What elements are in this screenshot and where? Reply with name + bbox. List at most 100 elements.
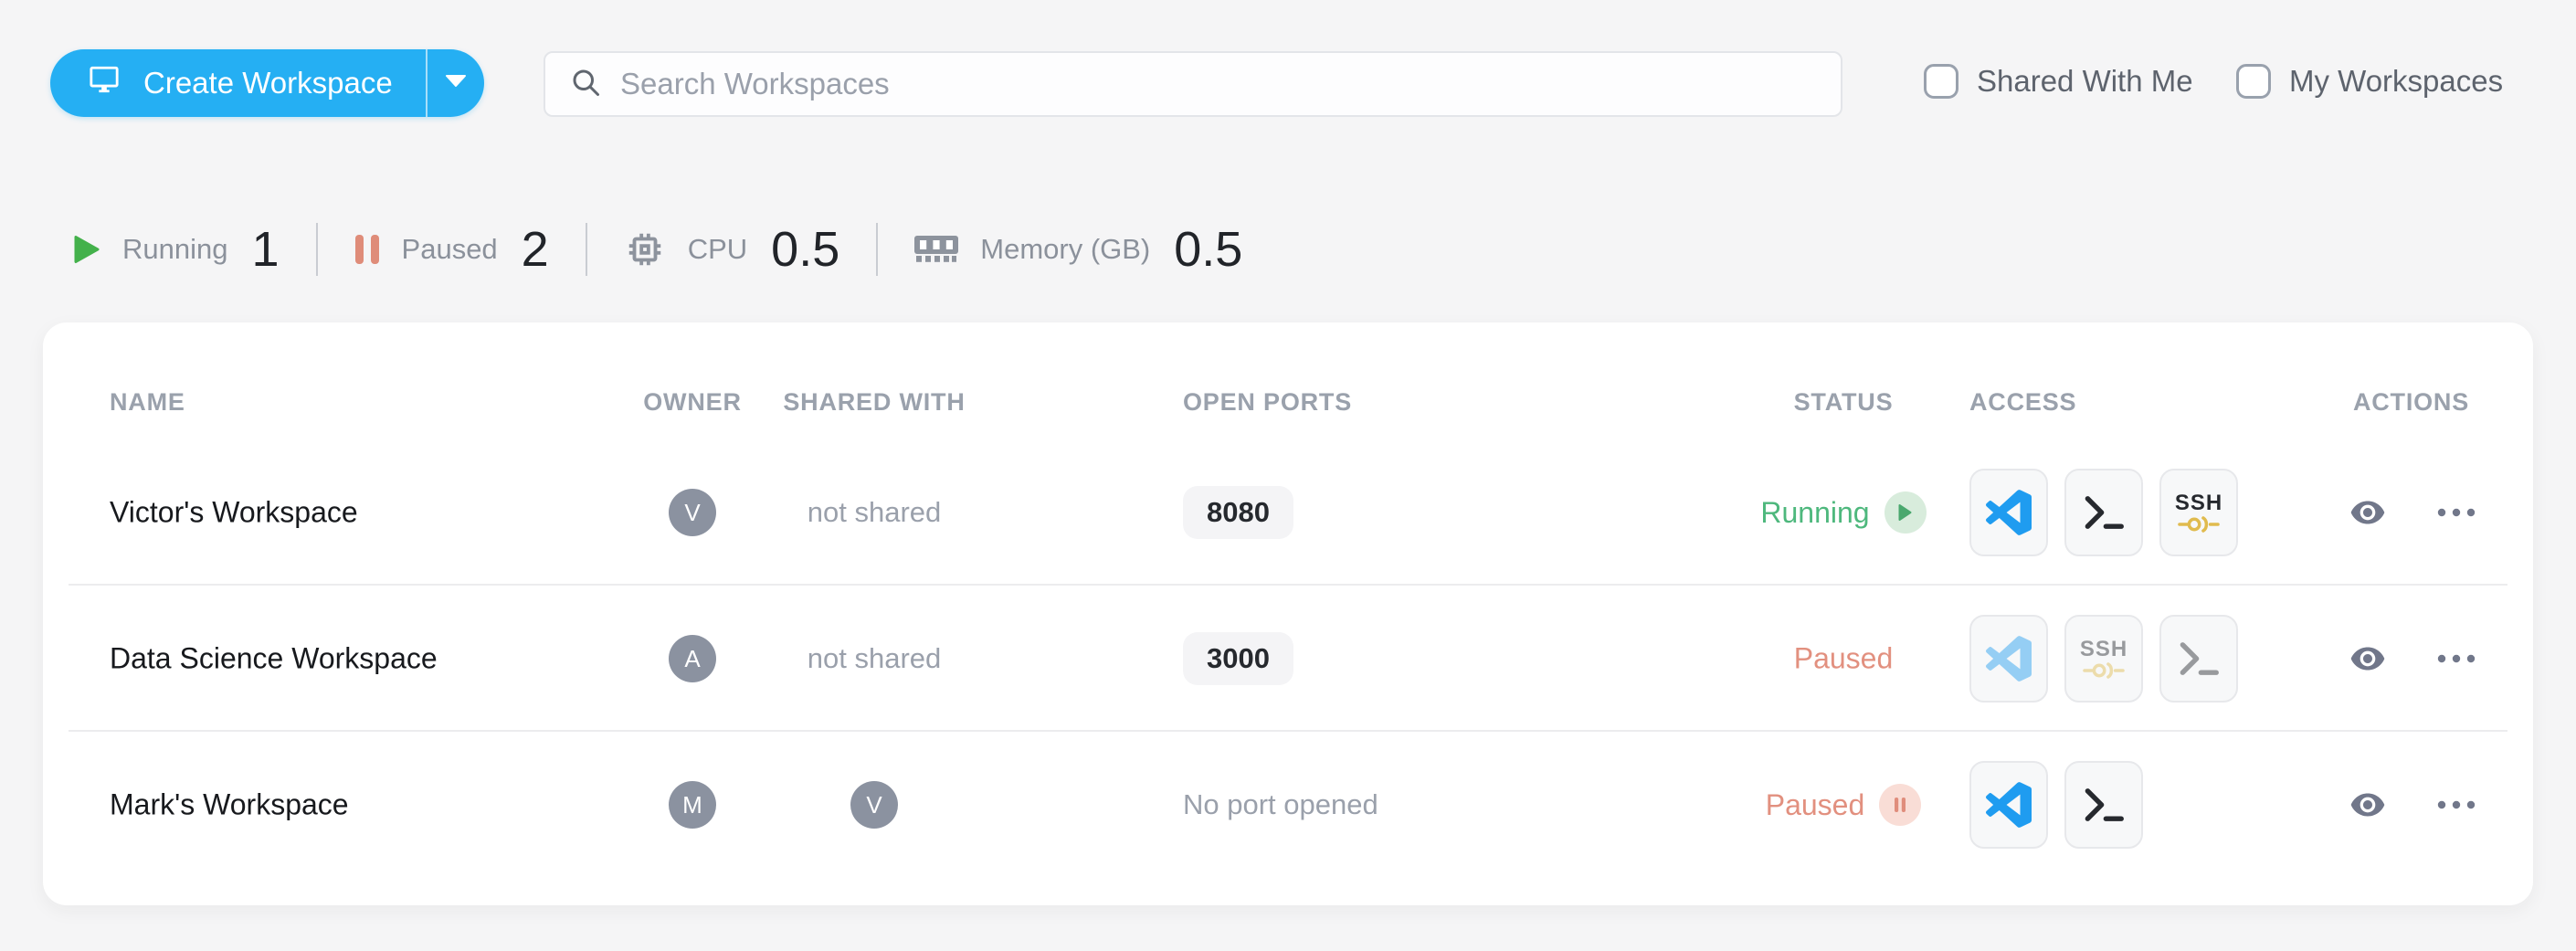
actions-cell	[2317, 494, 2505, 531]
ssh-access-button[interactable]: SSH	[2064, 615, 2143, 703]
shared-with-cell: not shared	[807, 642, 942, 674]
ssh-icon: SSH	[2080, 639, 2127, 679]
cpu-icon	[624, 228, 666, 270]
cpu-icon	[628, 233, 660, 266]
stat-item: Paused 2	[354, 221, 549, 278]
vscode-icon	[1986, 490, 2032, 535]
more-actions-button[interactable]	[2437, 654, 2476, 663]
view-workspace-button[interactable]	[2348, 494, 2388, 531]
pause-icon	[354, 234, 380, 265]
terminal-access-button[interactable]	[2159, 615, 2238, 703]
vscode-access-button[interactable]	[1969, 761, 2048, 849]
create-workspace-main[interactable]: Create Workspace	[50, 49, 426, 117]
access-cell: SSH	[1969, 615, 2317, 703]
ssh-icon: SSH	[2175, 492, 2222, 533]
access-cell	[1969, 761, 2317, 849]
status-label: Paused	[1793, 641, 1894, 675]
port-badge: 8080	[1183, 486, 1293, 539]
column-header-open-ports: OPEN PORTS	[1183, 388, 1353, 416]
shared-with-cell: not shared	[807, 496, 942, 528]
actions-cell	[2317, 640, 2505, 677]
table-row: Data Science Workspace A not shared 3000…	[43, 586, 2533, 732]
stat-value: 0.5	[1174, 222, 1243, 277]
view-workspace-button[interactable]	[2348, 640, 2388, 677]
running-badge-icon	[1884, 491, 1927, 534]
ssh-access-button[interactable]: SSH	[2159, 469, 2238, 556]
owner-cell: V	[639, 489, 745, 536]
search-icon	[569, 66, 602, 103]
create-workspace-button[interactable]: Create Workspace	[50, 49, 484, 117]
terminal-access-button[interactable]	[2064, 761, 2143, 849]
filter-my-workspaces-label: My Workspaces	[2289, 64, 2504, 98]
checkbox-icon[interactable]	[1924, 64, 1958, 99]
stat-label: Memory (GB)	[980, 233, 1151, 265]
owner-avatar: A	[669, 635, 716, 682]
owner-avatar: V	[669, 489, 716, 536]
table-row: Mark's Workspace M V No port opened Paus…	[43, 732, 2533, 878]
stat-value: 0.5	[771, 222, 840, 277]
table-body: Victor's Workspace V not shared 8080 Run…	[43, 439, 2533, 878]
more-actions-button[interactable]	[2437, 508, 2476, 517]
create-workspace-label: Create Workspace	[143, 66, 393, 100]
stat-divider	[876, 223, 879, 276]
terminal-icon	[2082, 786, 2126, 824]
table-header-row: NAME OWNER SHARED WITH OPEN PORTS STATUS ACCE…	[43, 388, 2533, 423]
shared-avatar: V	[850, 781, 898, 829]
vscode-icon	[1986, 636, 2032, 682]
play-icon	[73, 235, 100, 264]
filter-shared-with-me[interactable]: Shared With Me	[1924, 64, 2193, 99]
checkbox-icon[interactable]	[2236, 64, 2271, 99]
vscode-icon	[1986, 782, 2032, 828]
more-icon	[2437, 800, 2475, 809]
eye-icon	[2350, 647, 2384, 671]
open-ports-cell: No port opened	[1183, 788, 1378, 820]
port-badge: 3000	[1183, 632, 1293, 685]
column-header-shared-with: SHARED WITH	[783, 388, 966, 416]
stat-label: CPU	[687, 233, 748, 265]
chevron-down-icon	[445, 74, 467, 92]
stat-label: Running	[122, 233, 228, 265]
ssh-label: SSH	[2079, 637, 2128, 661]
workspace-name: Data Science Workspace	[110, 641, 438, 675]
actions-cell	[2317, 787, 2505, 823]
memory-icon	[914, 236, 959, 262]
workspaces-table-card: NAME OWNER SHARED WITH OPEN PORTS STATUS ACCE…	[43, 322, 2533, 905]
owner-cell: M	[639, 781, 745, 829]
view-workspace-button[interactable]	[2348, 787, 2388, 823]
eye-icon	[2350, 793, 2384, 817]
search-input[interactable]	[620, 67, 1841, 101]
column-header-access: ACCESS	[1969, 388, 2077, 416]
paused-badge-icon	[1879, 784, 1922, 826]
stat-value: 1	[251, 222, 280, 277]
status-label: Paused	[1765, 787, 1865, 821]
open-ports-cell: 3000	[1183, 632, 1494, 685]
stat-item: Memory (GB) 0.5	[914, 221, 1242, 278]
stat-divider	[585, 223, 587, 276]
vscode-access-button[interactable]	[1969, 469, 2048, 556]
create-workspace-menu-button[interactable]	[428, 49, 484, 117]
owner-avatar: M	[669, 781, 716, 829]
status-cell: Running	[1747, 491, 1939, 534]
open-ports-cell: 8080	[1183, 486, 1494, 539]
search-box[interactable]	[544, 51, 1842, 117]
stat-item: Running 1	[73, 221, 280, 278]
stat-label: Paused	[401, 233, 498, 265]
column-header-status: STATUS	[1793, 388, 1894, 416]
column-header-owner: OWNER	[643, 388, 742, 416]
terminal-icon	[2177, 639, 2221, 678]
status-cell: Paused	[1747, 784, 1939, 826]
workspace-name: Mark's Workspace	[110, 787, 349, 821]
workspace-name: Victor's Workspace	[110, 495, 358, 529]
filter-shared-with-me-label: Shared With Me	[1977, 64, 2193, 98]
more-actions-button[interactable]	[2437, 800, 2476, 809]
status-cell: Paused	[1747, 642, 1939, 676]
filter-my-workspaces[interactable]: My Workspaces	[2236, 64, 2503, 99]
terminal-access-button[interactable]	[2064, 469, 2143, 556]
access-cell: SSH	[1969, 469, 2317, 556]
eye-icon	[2350, 501, 2384, 524]
stats-bar: Running 1 Paused 2 CPU 0.5 Memory (GB) 0…	[73, 219, 1242, 280]
stat-item: CPU 0.5	[624, 221, 840, 278]
owner-cell: A	[639, 635, 745, 682]
more-icon	[2437, 508, 2475, 517]
vscode-access-button[interactable]	[1969, 615, 2048, 703]
